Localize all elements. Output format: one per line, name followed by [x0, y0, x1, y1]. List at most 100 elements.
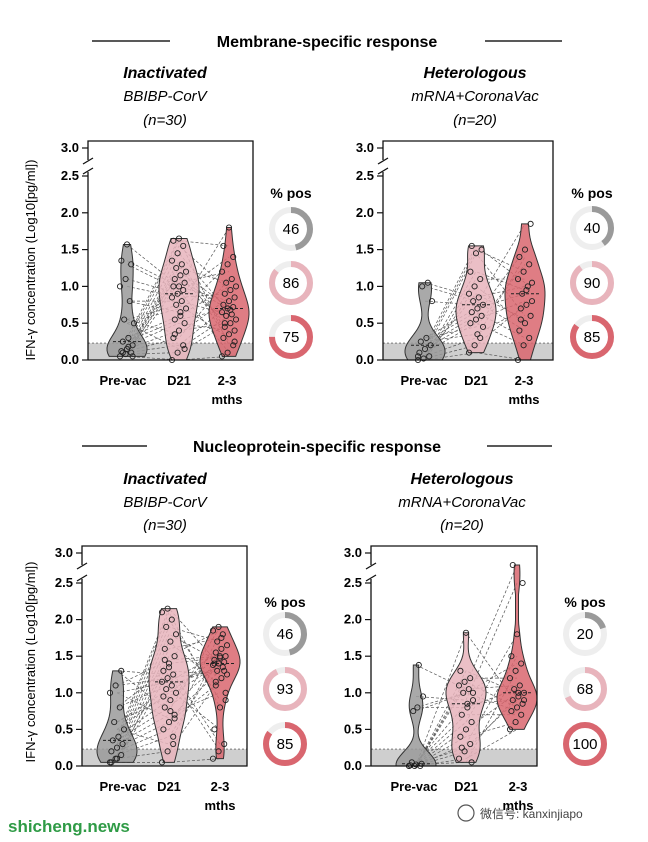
data-point [521, 320, 529, 327]
data-point [118, 751, 125, 759]
data-point [512, 719, 519, 726]
positivity-value: 46 [277, 626, 294, 643]
data-point [221, 323, 228, 330]
data-point [163, 623, 170, 630]
data-point [526, 261, 533, 268]
data-point [220, 242, 227, 249]
paired-line [116, 692, 221, 745]
positivity-value: 85 [277, 736, 294, 753]
data-point [471, 283, 478, 290]
data-point [458, 744, 465, 751]
y-tick-label: 2.5 [344, 575, 362, 590]
data-point [516, 253, 523, 261]
data-point [129, 353, 136, 360]
data-point [512, 667, 519, 674]
paired-line [116, 611, 221, 741]
violin-2 [158, 238, 200, 361]
data-point [177, 312, 184, 319]
positivity-value: 85 [584, 329, 601, 346]
paired-line [415, 692, 518, 712]
data-point [428, 298, 436, 305]
data-point [517, 316, 524, 323]
data-point [211, 656, 218, 663]
data-point [527, 220, 534, 227]
x-tick-label: Pre-vac [100, 779, 147, 794]
data-point [106, 689, 114, 696]
panel-title: Inactivated [123, 471, 208, 488]
positivity-title: % pos [571, 185, 612, 201]
positivity-value: 20 [577, 626, 594, 643]
data-point [108, 759, 115, 766]
data-point [215, 748, 222, 755]
data-point [419, 693, 427, 700]
violin-1 [96, 670, 138, 763]
data-point [230, 342, 237, 349]
axis-break [365, 562, 377, 570]
x-tick-label: D21 [157, 779, 181, 794]
paired-line [126, 256, 230, 295]
data-point [514, 275, 522, 283]
y-tick-label: 0.0 [344, 758, 362, 773]
y-tick-label: 1.0 [61, 278, 79, 293]
data-point [182, 268, 190, 275]
data-point [220, 301, 227, 308]
violin-3 [496, 564, 538, 730]
data-point [168, 257, 176, 264]
paired-line [415, 564, 518, 767]
data-point [508, 708, 515, 715]
positivity-value: 46 [283, 221, 300, 238]
data-point [170, 237, 177, 244]
x-tick-label: 2-3 mths [508, 373, 539, 407]
data-point [129, 342, 136, 349]
data-point [426, 353, 433, 360]
y-tick-label: 0.0 [61, 352, 79, 367]
data-point [118, 667, 125, 674]
panel-2: Heterologous mRNA+CoronaVac (n=20) 0.0 0.5 1.… [356, 65, 614, 407]
positivity-title: % pos [564, 594, 605, 610]
data-point [180, 342, 187, 349]
data-point [216, 704, 224, 711]
paired-line [126, 252, 230, 350]
data-point [122, 275, 129, 283]
data-point [467, 268, 474, 275]
y-tick-label: 1.0 [356, 278, 374, 293]
paired-line [126, 264, 230, 313]
data-point [477, 275, 484, 283]
data-point [465, 349, 473, 356]
data-point [460, 689, 467, 696]
data-point [116, 704, 123, 711]
data-point [181, 279, 188, 286]
y-tick-label: 1.5 [55, 648, 73, 663]
data-point [415, 661, 422, 669]
data-point [220, 334, 227, 341]
data-point [164, 605, 171, 612]
y-tick-label: 1.0 [344, 685, 362, 700]
data-point [455, 755, 463, 762]
data-point [212, 649, 219, 656]
data-point [221, 290, 228, 297]
y-tick-label: 2.5 [356, 168, 374, 183]
data-point [174, 349, 181, 356]
data-point [421, 345, 429, 353]
data-point [464, 704, 471, 711]
data-point [479, 301, 487, 308]
y-tick-label: 3.0 [61, 140, 79, 155]
axis-break [76, 562, 88, 570]
data-point [212, 682, 219, 689]
data-point [121, 316, 128, 323]
data-point [519, 290, 526, 297]
panel-subtitle: BBIBP-CorV [123, 494, 208, 511]
positivity-title: % pos [270, 185, 311, 201]
panel-4: Heterologous mRNA+CoronaVac (n=20) 0.0 0.5 1.… [344, 471, 607, 813]
data-point [174, 250, 181, 257]
panel-n-label: (n=30) [143, 517, 187, 534]
paired-line [126, 227, 230, 324]
data-point [118, 257, 125, 264]
data-point [506, 675, 514, 682]
x-tick-label: D21 [454, 779, 478, 794]
data-point [221, 740, 228, 748]
y-tick-label: 3.0 [55, 545, 73, 560]
data-point [168, 616, 175, 623]
data-point [163, 686, 170, 693]
data-point [515, 689, 522, 696]
